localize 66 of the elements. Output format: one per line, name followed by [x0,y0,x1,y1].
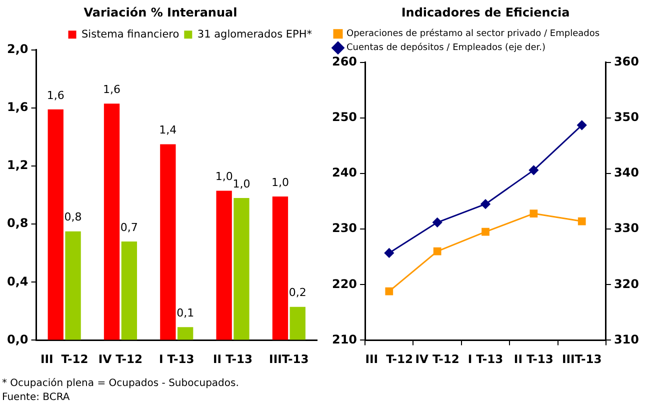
y2-tick-label: 360 [614,54,640,69]
data-label: 1,0 [232,177,250,190]
y-tick-label: 0,8 [6,216,28,230]
y2-tick-label: 330 [614,221,640,236]
bar [65,231,81,340]
chart-title: Variación % Interanual [84,5,238,20]
y2-tick-label: 340 [614,166,640,180]
bar [290,306,306,340]
y-tick-label: 250 [332,110,358,124]
legend-label: Cuentas de depósitos / Empleados (eje der.) [346,42,546,54]
y-tick-label: 2,0 [6,42,28,56]
x-tick-label: IIIT-13 [562,352,602,366]
text: * Ocupación plena = Ocupados - Subocupados. [2,377,239,391]
bar [160,144,176,340]
x-tick-label: I T-13 [468,352,504,366]
y2-tick-label: 310 [614,332,640,346]
y-tick-label: 230 [332,221,358,236]
bar [104,104,120,340]
source-note: Fuente: BCRA [2,391,71,405]
point [433,247,442,256]
x-tick-label: I T-13 [159,352,194,366]
y-tick-label: 220 [332,276,358,291]
point [384,248,394,258]
legend-label: Sistema financiero [82,28,180,40]
data-label: 0,1 [176,306,194,320]
y-tick-label: 0,0 [6,332,28,346]
x-tick-label: IV T-12 [415,352,460,366]
point [528,165,538,175]
legend-label: Operaciones de préstamo al sector privado / Empleados [346,28,600,40]
x-tick-label: III T-12 [365,352,414,366]
y2-tick-label: 350 [614,110,640,124]
data-label: 0,8 [64,210,82,224]
bar [216,190,232,340]
point [482,228,490,236]
x-tick-label: IIIT-13 [269,352,309,366]
y-tick-label: 260 [332,54,358,69]
y-tick-label: 240 [332,166,358,180]
data-label: 1,4 [159,124,177,137]
x-tick-label: II T-13 [514,352,554,366]
data-label: 1,6 [46,88,64,102]
bar [272,196,288,340]
point [577,120,587,130]
y-tick-label: 1,2 [6,158,28,172]
x-tick-label: IV T-12 [98,352,143,366]
y-tick-label: 210 [332,332,358,346]
point [530,210,538,218]
point [432,218,442,228]
data-label: 1,6 [103,82,121,96]
data-label: 0,2 [288,286,306,300]
y-tick-label: 0,4 [6,274,28,288]
data-label: 1,0 [215,170,233,184]
chart-title: Indicadores de Eficiencia [401,5,570,20]
legend-label: 31 aglomerados EPH* [197,28,312,40]
y-tick-label: 1,6 [6,100,28,114]
point [385,287,394,296]
data-label: 0,7 [120,220,138,234]
point [578,217,586,226]
x-tick-label: III T-12 [40,352,88,366]
bar [121,242,138,340]
y2-tick-label: 320 [614,276,640,291]
data-label: 1,0 [271,176,289,189]
bar [178,327,194,340]
bar [234,198,250,340]
point [480,199,490,209]
bar [48,109,64,340]
x-tick-label: II T-13 [213,352,253,366]
